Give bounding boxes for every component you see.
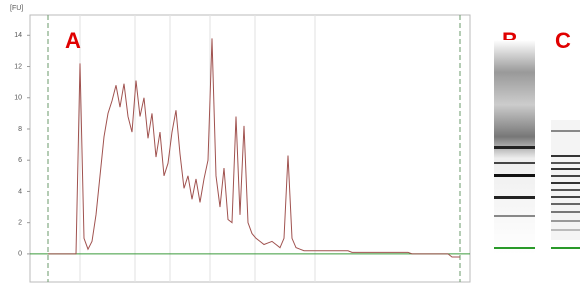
y-tick-label: 2	[18, 220, 22, 227]
gel-lane-b	[494, 40, 535, 255]
y-tick-label: 0	[18, 251, 22, 258]
x-grid	[80, 15, 315, 282]
gel-lane-c	[551, 120, 580, 249]
y-axis-label: [FU]	[10, 5, 23, 12]
y-tick-label: 8	[18, 126, 22, 133]
y-tick-label: 4	[18, 188, 22, 195]
y-tick-label: 10	[14, 95, 22, 102]
panel-label: A	[65, 28, 81, 53]
y-tick-label: 6	[18, 157, 22, 164]
y-tick-label: 14	[14, 32, 22, 39]
plot-frame	[30, 15, 470, 282]
figure: [FU] A B C 02468101214	[0, 0, 582, 287]
trace	[48, 38, 460, 257]
panel-label: C	[555, 28, 571, 53]
y-tick-label: 12	[14, 63, 22, 70]
